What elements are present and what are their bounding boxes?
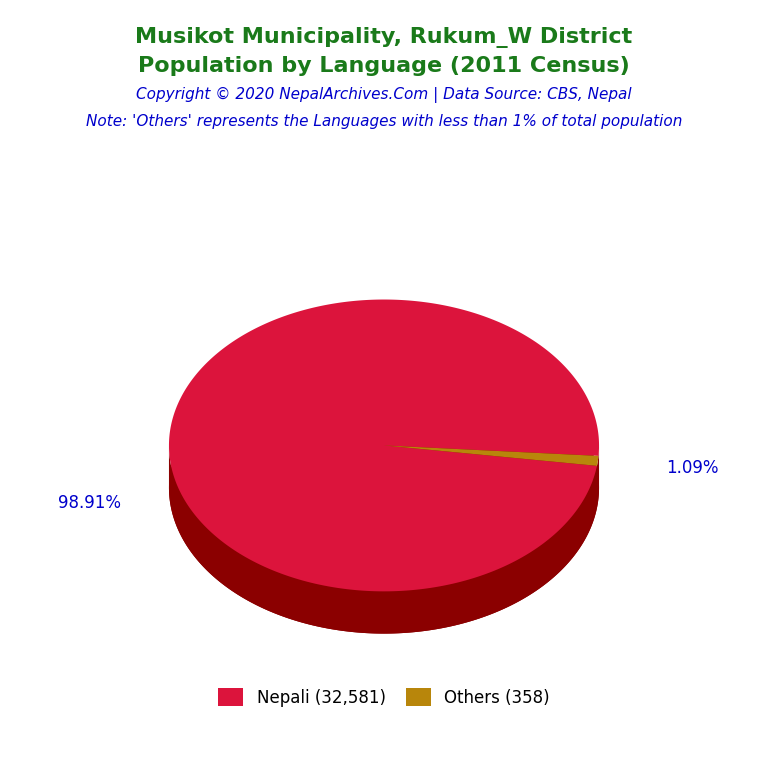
Text: Note: 'Others' represents the Languages with less than 1% of total population: Note: 'Others' represents the Languages … <box>86 114 682 129</box>
Legend: Nepali (32,581), Others (358): Nepali (32,581), Others (358) <box>212 681 556 713</box>
Polygon shape <box>169 300 599 591</box>
Polygon shape <box>169 342 599 634</box>
Text: Musikot Municipality, Rukum_W District: Musikot Municipality, Rukum_W District <box>135 27 633 48</box>
Text: Copyright © 2020 NepalArchives.Com | Data Source: CBS, Nepal: Copyright © 2020 NepalArchives.Com | Dat… <box>136 87 632 103</box>
Polygon shape <box>384 445 598 466</box>
Text: 98.91%: 98.91% <box>58 494 121 512</box>
Text: 1.09%: 1.09% <box>667 459 719 477</box>
Polygon shape <box>169 445 599 634</box>
Text: Population by Language (2011 Census): Population by Language (2011 Census) <box>138 56 630 76</box>
